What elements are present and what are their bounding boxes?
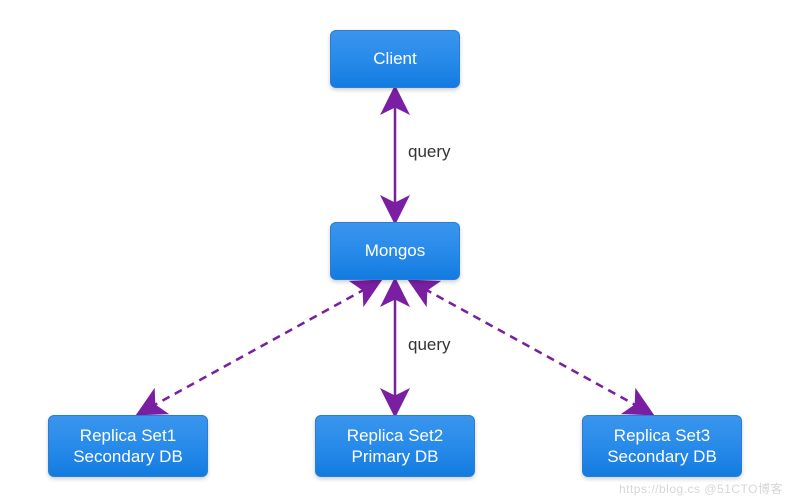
node-rs1-line2: Secondary DB — [73, 446, 183, 467]
edge-mongos-rs1 — [140, 282, 378, 413]
node-client: Client — [330, 30, 460, 88]
node-rs2-line1: Replica Set2 — [347, 425, 443, 446]
node-rs1-line1: Replica Set1 — [80, 425, 176, 446]
edge-label-query2: query — [408, 335, 451, 355]
node-rs2-line2: Primary DB — [352, 446, 439, 467]
watermark: https://blog.cs @51CTO博客 — [619, 480, 783, 497]
node-mongos-label: Mongos — [365, 240, 425, 261]
node-rs3-line2: Secondary DB — [607, 446, 717, 467]
node-rs2: Replica Set2 Primary DB — [315, 415, 475, 477]
node-mongos: Mongos — [330, 222, 460, 280]
node-rs3-line1: Replica Set3 — [614, 425, 710, 446]
edge-label-query1: query — [408, 142, 451, 162]
node-rs3: Replica Set3 Secondary DB — [582, 415, 742, 477]
node-rs1: Replica Set1 Secondary DB — [48, 415, 208, 477]
node-client-label: Client — [373, 48, 416, 69]
